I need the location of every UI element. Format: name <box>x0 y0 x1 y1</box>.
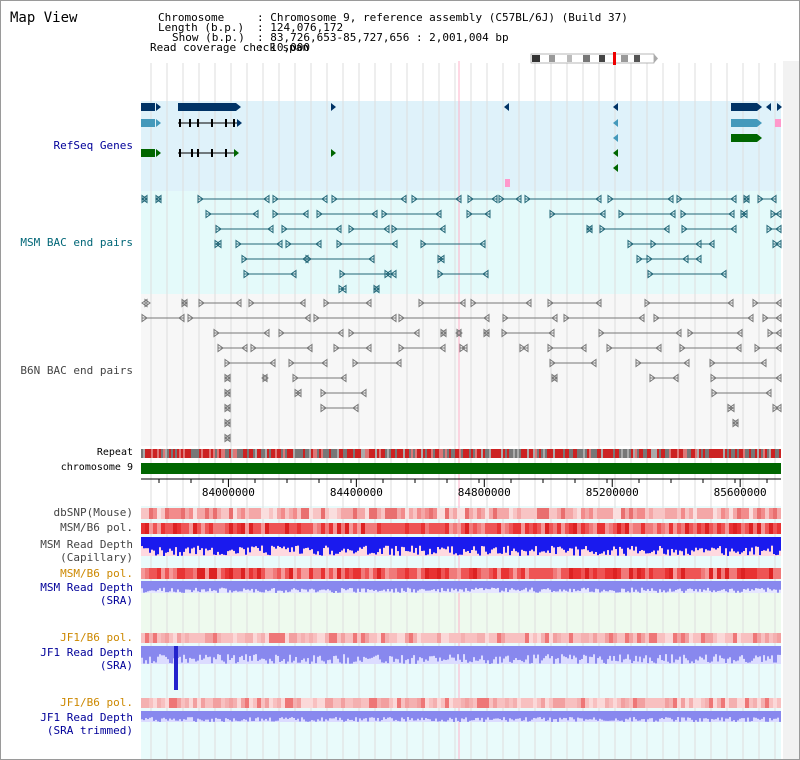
map-title: Map View <box>10 10 78 26</box>
coverage-value: : 10,000 <box>257 41 310 54</box>
chromosome-bar[interactable] <box>141 463 781 474</box>
label-jf1-depth-sra-sub: (SRA) <box>99 659 133 672</box>
feature-arrow[interactable] <box>156 103 161 111</box>
label-msm-bac: MSM BAC end pairs <box>20 236 133 249</box>
gene-feature[interactable] <box>775 119 781 127</box>
label-repeat: Repeat <box>96 447 133 458</box>
label-jf1-depth-trimmed-sub: (SRA trimmed) <box>46 724 133 737</box>
label-msm-depth-capillary: MSM Read Depth <box>40 538 133 551</box>
gene-feature[interactable] <box>178 103 236 111</box>
feature-arrow[interactable] <box>613 149 618 157</box>
axis-tick-label: 84400000 <box>330 486 383 499</box>
axis-tick-label: 85200000 <box>586 486 639 499</box>
length-key: Length (b.p.) <box>158 21 245 34</box>
feature-arrow[interactable] <box>757 103 762 111</box>
feature-arrow[interactable] <box>613 164 618 172</box>
label-jf1-pol-2: JF1/B6 pol. <box>60 696 133 709</box>
feature-arrow[interactable] <box>613 103 618 111</box>
vertical-scrollbar[interactable] <box>783 61 799 759</box>
msm-bac-pairs-track[interactable] <box>141 194 782 294</box>
gene-feature[interactable] <box>505 179 510 187</box>
label-b6n-bac: B6N BAC end pairs <box>20 364 133 377</box>
axis-tick-label: 84000000 <box>202 486 255 499</box>
refseq-genes-track[interactable] <box>141 103 782 187</box>
msm-bac-track-bg <box>141 191 781 294</box>
gene-feature[interactable] <box>731 103 757 111</box>
msm-sra-track-bg <box>141 593 781 633</box>
feature-arrow[interactable] <box>331 103 336 111</box>
axis-tick-label: 84800000 <box>458 486 511 499</box>
gene-feature[interactable] <box>141 103 155 111</box>
length-value: : 124,076,172 <box>257 21 344 34</box>
gene-feature[interactable] <box>141 149 155 157</box>
label-jf1-depth-trimmed: JF1 Read Depth <box>40 711 133 724</box>
refseq-track-bg <box>141 101 781 191</box>
b6n-bac-track-bg <box>141 294 781 446</box>
label-jf1-pol-1: JF1/B6 pol. <box>60 631 133 644</box>
label-jf1-depth-sra: JF1 Read Depth <box>40 646 133 659</box>
gene-feature[interactable] <box>731 119 757 127</box>
feature-arrow[interactable] <box>234 149 239 157</box>
chromosome-ideogram[interactable] <box>530 52 658 65</box>
gene-feature[interactable] <box>141 119 155 127</box>
axis-tick-label: 85600000 <box>714 486 767 499</box>
feature-arrow[interactable] <box>613 119 618 127</box>
coverage-key: Read coverage check span <box>150 41 309 54</box>
label-chromosome: chromosome 9 <box>60 462 133 473</box>
feature-arrow[interactable] <box>777 103 782 111</box>
gene-feature[interactable] <box>731 134 757 142</box>
b6n-bac-pairs-track[interactable] <box>141 298 782 443</box>
feature-arrow[interactable] <box>757 119 762 127</box>
label-msm-depth-sra-sub: (SRA) <box>99 594 133 607</box>
label-msm-depth-capillary-sub: (Capillary) <box>60 551 133 564</box>
feature-arrow[interactable] <box>156 149 161 157</box>
depth-spike[interactable] <box>174 646 178 690</box>
feature-arrow[interactable] <box>331 149 336 157</box>
feature-arrow[interactable] <box>613 134 618 142</box>
chromosome-value: : Chromosome 9, reference assembly (C57B… <box>257 11 628 24</box>
position-axis: 84000000 84400000 84800000 85200000 85600000 <box>158 479 768 499</box>
label-msm-pol-1: MSM/B6 pol. <box>60 521 133 534</box>
feature-arrow[interactable] <box>236 103 241 111</box>
show-value: : 83,726,653-85,727,656 : 2,001,004 bp <box>257 31 509 44</box>
feature-arrow[interactable] <box>156 119 161 127</box>
label-msm-pol-2: MSM/B6 pol. <box>60 567 133 580</box>
label-refseq-genes: RefSeq Genes <box>53 139 133 152</box>
vertical-gridlines <box>150 63 776 759</box>
quantitative-tracks[interactable] <box>141 508 781 722</box>
repeat-track[interactable] <box>141 449 781 458</box>
feature-arrow[interactable] <box>504 103 509 111</box>
show-key: Show (b.p.) <box>172 31 245 44</box>
feature-arrow[interactable] <box>237 119 242 127</box>
label-dbsnp: dbSNP(Mouse) <box>53 506 133 519</box>
label-msm-depth-sra: MSM Read Depth <box>40 581 133 594</box>
feature-arrow[interactable] <box>757 134 762 142</box>
feature-arrow[interactable] <box>766 103 771 111</box>
chromosome-key: Chromosome <box>158 11 225 24</box>
